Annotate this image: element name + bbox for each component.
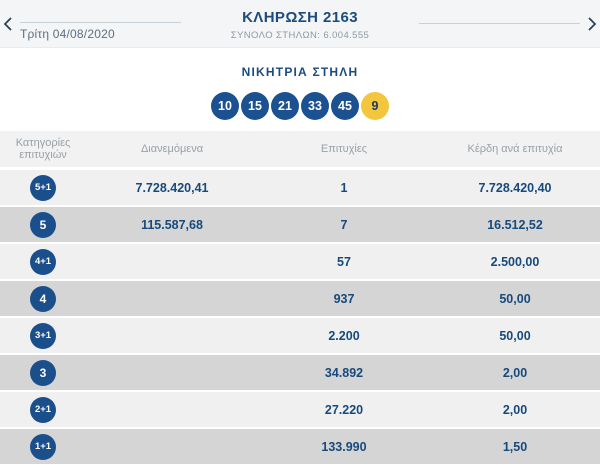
previous-draw-info: Τρίτη 04/08/2020 xyxy=(13,0,195,41)
category-badge: 4+1 xyxy=(30,248,56,275)
winning-number-ball: 33 xyxy=(301,92,329,120)
category-cell: 3 xyxy=(0,359,86,386)
winners-cell: 57 xyxy=(337,254,351,269)
table-row: 1+1 133.990 1,50 xyxy=(0,429,600,464)
prize-cell: 7.728.420,40 xyxy=(478,180,552,195)
winners-cell: 1 xyxy=(340,180,348,195)
table-row: 5 115.587,68 7 16.512,52 xyxy=(0,207,600,242)
previous-draw-button[interactable] xyxy=(3,16,13,32)
winning-column-label: ΝΙΚΗΤΡΙΑ ΣΤΗΛΗ xyxy=(241,65,359,79)
winning-column-section: ΝΙΚΗΤΡΙΑ ΣΤΗΛΗ 10 15 21 33 45 9 xyxy=(0,48,600,131)
header-winners: Επιτυχίες xyxy=(320,143,368,155)
category-cell: 5+1 xyxy=(0,174,86,201)
winners-cell: 937 xyxy=(333,291,355,306)
table-row: 5+1 7.728.420,41 1 7.728.420,40 xyxy=(0,170,600,205)
category-badge: 3 xyxy=(30,359,56,386)
category-cell: 5 xyxy=(0,211,86,238)
table-row: 3 34.892 2,00 xyxy=(0,355,600,390)
current-draw-header: ΚΛΗΡΩΣΗ 2163 ΣΥΝΟΛΟ ΣΤΗΛΩΝ: 6.004.555 xyxy=(195,0,405,41)
chevron-right-icon xyxy=(587,17,597,35)
category-cell: 3+1 xyxy=(0,322,86,349)
table-row: 4 937 50,00 xyxy=(0,281,600,316)
prize-cell: 2,00 xyxy=(502,365,528,380)
winning-number-ball: 10 xyxy=(211,92,239,120)
table-row: 3+1 2.200 50,00 xyxy=(0,318,600,353)
category-cell: 4 xyxy=(0,285,86,312)
category-cell: 2+1 xyxy=(0,396,86,423)
distributed-cell: 7.728.420,41 xyxy=(135,180,209,195)
next-draw-button[interactable] xyxy=(587,16,597,32)
winners-cell: 27.220 xyxy=(324,402,364,417)
prize-cell: 16.512,52 xyxy=(487,217,543,232)
category-badge: 3+1 xyxy=(30,322,56,349)
category-badge: 2+1 xyxy=(30,396,56,423)
prize-cell: 50,00 xyxy=(499,328,531,343)
category-badge: 5+1 xyxy=(30,174,56,201)
draw-navigation: Τρίτη 04/08/2020 ΚΛΗΡΩΣΗ 2163 ΣΥΝΟΛΟ ΣΤΗ… xyxy=(0,0,600,48)
winners-cell: 133.990 xyxy=(321,439,367,454)
chevron-left-icon xyxy=(3,17,13,35)
previous-draw-date: Τρίτη 04/08/2020 xyxy=(20,27,115,41)
header-distributed: Διανεμόμενα xyxy=(140,143,204,155)
header-prize-per-winner: Κέρδη ανά επιτυχία xyxy=(467,143,563,155)
winning-numbers: 10 15 21 33 45 9 xyxy=(0,92,600,120)
bonus-number-ball: 9 xyxy=(361,92,389,120)
category-badge: 4 xyxy=(30,285,56,312)
category-badge: 5 xyxy=(30,211,56,238)
divider-line xyxy=(20,22,182,23)
winning-number-ball: 45 xyxy=(331,92,359,120)
category-badge: 1+1 xyxy=(30,433,56,460)
prize-cell: 2,00 xyxy=(502,402,528,417)
next-draw-info xyxy=(405,0,587,24)
prize-cell: 1,50 xyxy=(502,439,528,454)
prize-cell: 50,00 xyxy=(499,291,531,306)
category-cell: 1+1 xyxy=(0,433,86,460)
table-row: 4+1 57 2.500,00 xyxy=(0,244,600,279)
draw-title: ΚΛΗΡΩΣΗ 2163 xyxy=(242,9,358,26)
prize-table-body: 5+1 7.728.420,41 1 7.728.420,40 5 115.587,68 7… xyxy=(0,170,600,464)
prize-cell: 2.500,00 xyxy=(490,254,540,269)
winning-number-ball: 21 xyxy=(271,92,299,120)
total-columns-label: ΣΥΝΟΛΟ ΣΤΗΛΩΝ: 6.004.555 xyxy=(230,30,370,41)
winning-number-ball: 15 xyxy=(241,92,269,120)
table-row: 2+1 27.220 2,00 xyxy=(0,392,600,427)
winners-cell: 2.200 xyxy=(328,328,360,343)
winners-cell: 34.892 xyxy=(324,365,364,380)
winners-cell: 7 xyxy=(340,217,348,232)
divider-line xyxy=(418,23,580,24)
prize-table: Κατηγορίες επιτυχιών Διανεμόμενα Επιτυχί… xyxy=(0,131,600,464)
header-categories: Κατηγορίες επιτυχιών xyxy=(15,137,71,161)
distributed-cell: 115.587,68 xyxy=(141,217,203,232)
prize-table-header: Κατηγορίες επιτυχιών Διανεμόμενα Επιτυχί… xyxy=(0,131,600,167)
category-cell: 4+1 xyxy=(0,248,86,275)
